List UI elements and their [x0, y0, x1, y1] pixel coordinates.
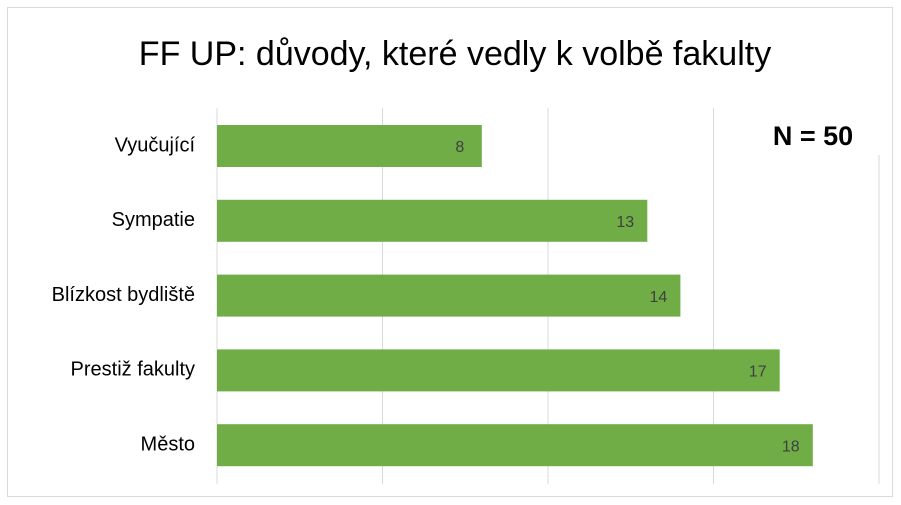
annotation: N = 50 — [773, 121, 853, 151]
data-label: 18 — [782, 438, 800, 455]
chart-border — [7, 7, 893, 497]
y-tick-label: Blízkost bydliště — [52, 284, 195, 306]
data-label: 14 — [650, 289, 668, 306]
y-tick-label: Vyučující — [115, 134, 196, 156]
bar — [217, 424, 813, 467]
y-tick-label: Prestiž fakulty — [71, 359, 195, 381]
chart-title: FF UP: důvody, které vedly k volbě fakul… — [139, 35, 771, 73]
y-tick-label: Sympatie — [112, 209, 195, 231]
bar — [217, 349, 780, 392]
bar — [217, 274, 681, 317]
data-label: 13 — [616, 214, 634, 231]
data-label: 8 — [455, 139, 464, 156]
data-label: 17 — [749, 364, 767, 381]
bar — [217, 199, 648, 242]
bar — [217, 125, 482, 167]
y-tick-label: Město — [141, 433, 195, 455]
